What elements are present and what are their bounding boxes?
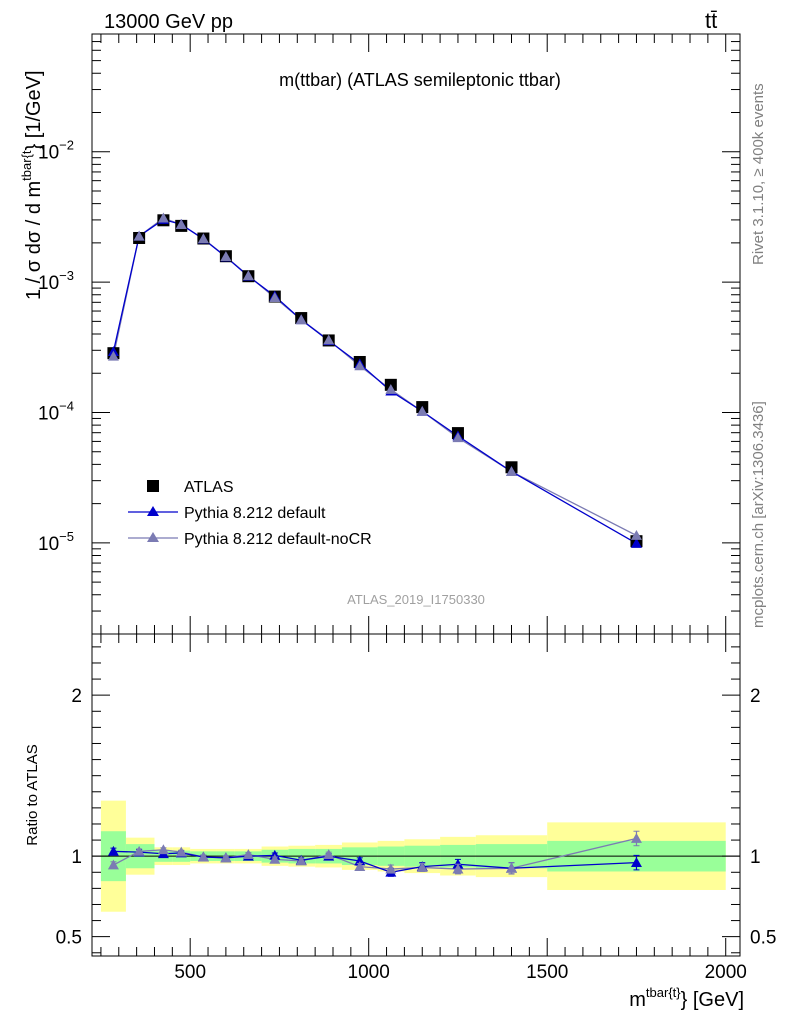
ratio-y-tick-label-right: 1 [750,847,761,868]
x-tick-label: 1500 [526,962,568,983]
mc-point [220,251,232,261]
ratio-point [157,844,169,855]
series-line [112,218,637,545]
ratio-point [107,845,119,856]
mc-point [295,314,307,325]
ratio-point [630,832,642,843]
mc-point [269,292,281,303]
legend-label-nocr: Pythia 8.212 default-noCR [184,531,372,548]
ratio-point [416,861,428,872]
x-tick-label: 1000 [348,962,390,983]
y-tick-label: 10−2 [38,138,74,164]
main-title: m(ttbar) (ATLAS semileptonic ttbar) [279,70,561,90]
legend-marker-default [147,506,159,516]
ratio-ticks: 0.5 0.5 1 1 2 2 500 1000 1500 2000 [56,634,776,983]
ratio-point [452,863,464,874]
mc-point [107,350,119,361]
ratio-y-tick-label: 1 [71,847,82,868]
mc-point [630,537,642,548]
ratio-frame [91,633,741,957]
y-tick-label: 10−5 [38,529,74,555]
x-tick-label: 500 [174,962,206,983]
ratio-point [295,855,307,866]
ratio-point [133,845,145,856]
energy-label: 13000 GeV pp [104,11,233,33]
main-panel: m(ttbar) (ATLAS semileptonic ttbar) ATLA… [19,33,741,635]
ratio-panel: 0.5 0.5 1 1 2 2 500 1000 1500 2000 Ratio to ATLAS [24,633,776,983]
ratio-point [175,846,187,857]
mc-point [323,334,335,345]
mc-point [452,432,464,443]
ratio-point [630,857,642,868]
analysis-watermark: ATLAS_2019_I1750330 [347,592,485,607]
x-tick-label: 2000 [705,962,747,983]
mc-point [133,230,145,241]
ratio-series [107,830,642,877]
ratio-point [107,859,119,870]
process-label: tt̄ [705,8,717,33]
ratio-point [197,851,209,862]
ratio-y-tick-label: 0.5 [56,928,82,949]
mc-point [175,219,187,230]
mc-point [157,212,169,223]
ratio-y-tick-label-right: 0.5 [750,928,776,949]
ratio-point [506,862,518,873]
mcplots-label: mcplots.cern.ch [arXiv:1306.3436] [750,401,767,628]
legend-marker-nocr [147,532,159,542]
ratio-point [323,849,335,859]
legend-label-atlas: ATLAS [184,479,234,496]
legend-marker-atlas [147,480,159,492]
mc-point [354,360,366,371]
ratio-y-tick-label-right: 2 [750,686,761,707]
y-tick-label: 10−3 [38,268,74,294]
mc-point [416,405,428,416]
ratio-y-tick-label: 2 [71,686,82,707]
mc-point [506,466,518,477]
mc-point [630,529,642,540]
main-series [107,212,643,548]
ratio-y-axis-label: Ratio to ATLAS [24,744,41,845]
main-ticks: 10−5 10−4 10−3 10−2 [38,33,740,635]
y-tick-label: 10−4 [38,398,74,424]
rivet-version-label: Rivet 3.1.10, ≥ 400k events [750,83,767,265]
x-axis-label: mtbar{t}} [GeV] [629,985,744,1011]
mc-point [385,384,397,394]
mc-point [242,270,254,281]
ratio-point [269,853,281,864]
mc-point [197,233,209,244]
main-y-axis-label: 1 / σ dσ / d mtbar{t} [1/GeV] [19,70,45,300]
ratio-line [113,837,637,870]
legend: ATLAS Pythia 8.212 default Pythia 8.212 … [128,479,372,548]
ratio-point [385,863,397,874]
ratio-point [354,861,366,872]
ratio-line [113,850,637,873]
legend-label-default: Pythia 8.212 default [184,505,326,522]
ratio-point [242,849,254,859]
ratio-point [220,852,232,863]
